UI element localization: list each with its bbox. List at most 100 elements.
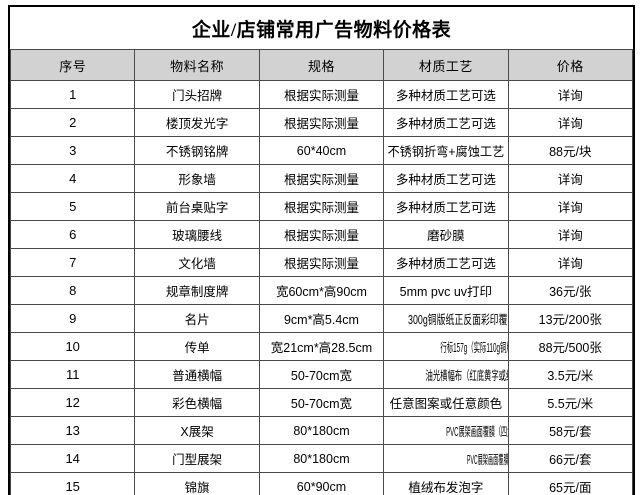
cell-spec: 根据实际测量 <box>258 248 385 277</box>
price-table-frame: 企业/店铺常用广告物料价格表 序号 物料名称 规格 材质工艺 价格 1 门头招牌根… <box>8 5 635 495</box>
table-row: 8 规章制度牌 宽60cm*高90cm 5mm pvc uv打印 36元/张 <box>9 276 634 305</box>
page-title: 企业/店铺常用广告物料价格表 <box>10 7 633 50</box>
cell-material-text: 多种材质工艺可选 <box>395 201 496 215</box>
cell-price: 3.5元/米 <box>507 360 634 389</box>
cell-name: 普通横幅 <box>134 360 260 389</box>
cell-material: 植绒布发泡字 <box>383 472 509 495</box>
column-header-price: 价格 <box>507 49 634 81</box>
table-row: 3 不锈钢铭牌 60*40cm 不锈钢折弯+腐蚀工艺 88元/块 <box>9 136 634 165</box>
cell-index: 1 <box>9 80 136 109</box>
cell-spec: 60*40cm <box>258 136 385 165</box>
cell-material-text: 油光横幅布（红底黄字或红底白字） <box>425 369 507 383</box>
cell-index: 4 <box>9 164 136 193</box>
cell-name: 锦旗 <box>134 472 260 495</box>
table-row: 12 彩色横幅 50-70cm宽 任意图案或任意颜色 5.5元/米 <box>9 388 634 417</box>
cell-name: 传单 <box>134 332 260 361</box>
cell-material: 300g铜版纸正反面彩印覆哑膜 <box>383 304 509 333</box>
cell-spec: 宽60cm*高90cm <box>258 276 385 305</box>
cell-name: 门型展架 <box>134 444 260 473</box>
cell-index: 12 <box>9 388 136 417</box>
cell-price: 66元/套 <box>507 444 634 473</box>
cell-material: 不锈钢折弯+腐蚀工艺 <box>383 136 509 165</box>
cell-material: 磨砂膜 <box>383 220 509 249</box>
cell-price: 36元/张 <box>507 276 634 305</box>
cell-material: 多种材质工艺可选 <box>383 80 509 109</box>
cell-name: 规章制度牌 <box>134 276 260 305</box>
cell-material-text: PVC展架画面覆膜（四角钉扣）+加强X架子 <box>446 425 508 439</box>
cell-spec: 80*180cm <box>258 416 385 445</box>
cell-material: 任意图案或任意颜色 <box>383 388 509 417</box>
cell-price: 65元/面 <box>507 472 634 495</box>
cell-material-text: 5mm pvc uv打印 <box>399 285 493 299</box>
cell-material: 多种材质工艺可选 <box>383 248 509 277</box>
cell-name: 门头招牌 <box>134 80 260 109</box>
cell-index: 11 <box>9 360 136 389</box>
cell-name: 形象墙 <box>134 164 260 193</box>
cell-index: 15 <box>9 472 136 495</box>
cell-price: 详询 <box>507 192 634 221</box>
cell-spec: 9cm*高5.4cm <box>258 304 385 333</box>
cell-material-text: 不锈钢折弯+腐蚀工艺 <box>387 145 505 159</box>
cell-material-text: 行标157g（实际110g铜版纸）正反面彩印 <box>440 341 507 355</box>
cell-price: 13元/200张 <box>507 304 634 333</box>
cell-name: X展架 <box>134 416 260 445</box>
cell-price: 58元/套 <box>507 416 634 445</box>
cell-spec: 50-70cm宽 <box>258 360 385 389</box>
cell-spec: 根据实际测量 <box>258 192 385 221</box>
cell-material: 行标157g（实际110g铜版纸）正反面彩印 <box>383 332 509 361</box>
column-header-name: 物料名称 <box>134 49 260 81</box>
cell-name: 文化墙 <box>134 248 260 277</box>
column-header-spec: 规格 <box>258 49 385 81</box>
cell-index: 14 <box>9 444 136 473</box>
cell-index: 6 <box>9 220 136 249</box>
cell-price: 详询 <box>507 108 634 137</box>
cell-price: 5.5元/米 <box>507 388 634 417</box>
cell-price: 88元/块 <box>507 136 634 165</box>
table-body: 企业/店铺常用广告物料价格表 序号 物料名称 规格 材质工艺 价格 1 门头招牌根… <box>9 7 634 495</box>
cell-name: 楼顶发光字 <box>134 108 260 137</box>
cell-index: 8 <box>9 276 136 305</box>
cell-material: 5mm pvc uv打印 <box>383 276 509 305</box>
table-row: 2 楼顶发光字 根据实际测量 多种材质工艺可选 详询 <box>9 108 634 137</box>
cell-index: 5 <box>9 192 136 221</box>
cell-material-text: 多种材质工艺可选 <box>395 173 496 187</box>
cell-spec: 宽21cm*高28.5cm <box>258 332 385 361</box>
cell-material-text: 300g铜版纸正反面彩印覆哑膜 <box>408 313 508 327</box>
cell-index: 10 <box>9 332 136 361</box>
cell-material: PVC展架画面覆膜（四角钉扣）+铁质经济门型展架 <box>383 444 509 473</box>
cell-material-text: 任意图案或任意颜色 <box>389 397 503 411</box>
cell-material: 多种材质工艺可选 <box>383 192 509 221</box>
cell-price: 详询 <box>507 248 634 277</box>
cell-price: 88元/500张 <box>507 332 634 361</box>
cell-name: 玻璃腰线 <box>134 220 260 249</box>
cell-name: 名片 <box>134 304 260 333</box>
cell-spec: 根据实际测量 <box>258 108 385 137</box>
cell-material: 多种材质工艺可选 <box>383 164 509 193</box>
cell-price: 详询 <box>507 220 634 249</box>
cell-name: 前台桌贴字 <box>134 192 260 221</box>
table-row: 4 形象墙 根据实际测量 多种材质工艺可选 详询 <box>9 164 634 193</box>
cell-spec: 50-70cm宽 <box>258 388 385 417</box>
cell-spec: 80*180cm <box>258 444 385 473</box>
cell-material-text: 多种材质工艺可选 <box>395 257 496 271</box>
table-header-row: 序号 物料名称 规格 材质工艺 价格 <box>9 49 634 81</box>
cell-name: 不锈钢铭牌 <box>134 136 260 165</box>
cell-spec: 根据实际测量 <box>258 220 385 249</box>
advertising-material-price-table: 企业/店铺常用广告物料价格表 序号 物料名称 规格 材质工艺 价格 1 门头招牌根… <box>9 7 634 495</box>
cell-index: 9 <box>9 304 136 333</box>
cell-material: 多种材质工艺可选 <box>383 108 509 137</box>
cell-index: 3 <box>9 136 136 165</box>
cell-spec: 60*90cm <box>258 472 385 495</box>
cell-name: 彩色横幅 <box>134 388 260 417</box>
column-header-material: 材质工艺 <box>383 49 509 81</box>
cell-spec: 根据实际测量 <box>258 164 385 193</box>
cell-index: 13 <box>9 416 136 445</box>
table-row: 7 文化墙 根据实际测量 多种材质工艺可选 详询 <box>9 248 634 277</box>
table-row: 1 门头招牌 根据实际测量 多种材质工艺可选 详询 <box>9 80 634 109</box>
cell-material-text: 多种材质工艺可选 <box>395 117 496 131</box>
